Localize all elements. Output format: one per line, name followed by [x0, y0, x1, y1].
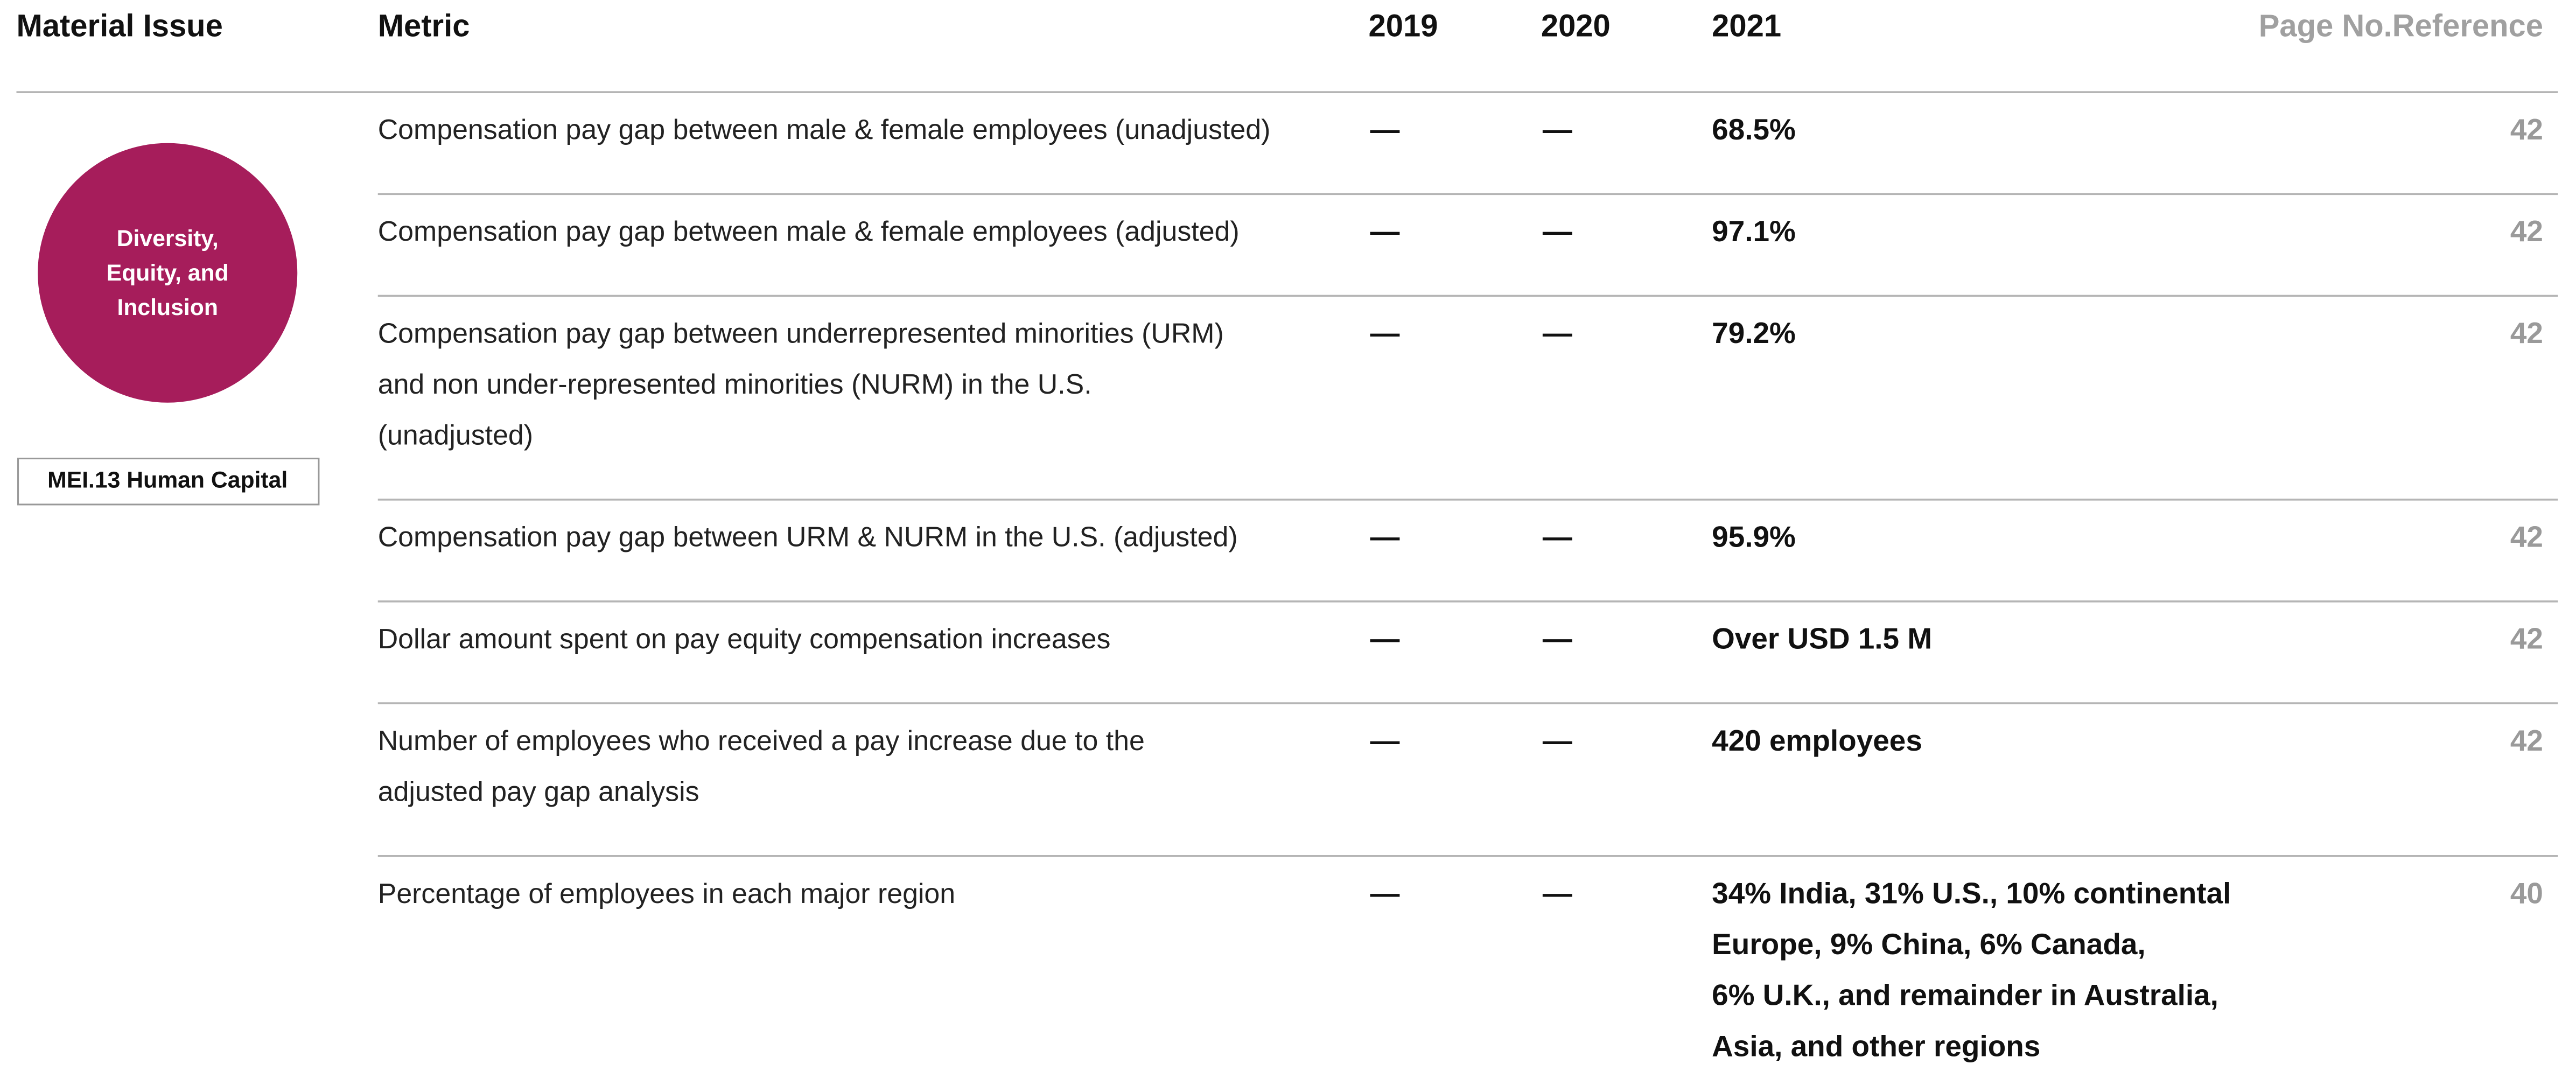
value-2021: Over USD 1.5 M — [1712, 622, 1932, 655]
value-2021: 420 employees — [1712, 724, 1922, 757]
value-2021: 68.5% — [1712, 113, 1796, 146]
column-header: Metric — [378, 9, 470, 43]
issue-code: MEI.13 Human Capital — [47, 467, 288, 493]
value-2020: — — [1543, 316, 1572, 349]
code-box — [17, 457, 320, 506]
value-2021: 34% India, 31% U.S., 10% continental — [1712, 877, 2231, 910]
value-2021: 79.2% — [1712, 316, 1796, 349]
value-2020: — — [1543, 520, 1572, 554]
value-2020: — — [1543, 724, 1572, 757]
value-2021: Europe, 9% China, 6% Canada, — [1712, 927, 2145, 961]
value-2019: — — [1370, 316, 1400, 349]
issue-badge — [38, 143, 298, 403]
metric: adjusted pay gap analysis — [378, 776, 699, 807]
page-ref: 42 — [2510, 316, 2543, 349]
value-2021: 97.1% — [1712, 214, 1796, 248]
column-header: 2020 — [1541, 9, 1611, 43]
metric: Compensation pay gap between underrepres… — [378, 317, 1224, 348]
issue-label: Inclusion — [117, 295, 218, 320]
metric: Dollar amount spent on pay equity compen… — [378, 623, 1111, 654]
metric: and non under-represented minorities (NU… — [378, 368, 1092, 400]
column-header: Material Issue — [17, 9, 223, 43]
metric: (unadjusted) — [378, 419, 533, 451]
issue-label: Diversity, — [117, 226, 219, 251]
value-2019: — — [1370, 520, 1400, 554]
page-ref: 42 — [2510, 724, 2543, 757]
page-ref: 42 — [2510, 113, 2543, 146]
page-ref: 42 — [2510, 520, 2543, 554]
value-2020: — — [1543, 113, 1572, 146]
value-2019: — — [1370, 724, 1400, 757]
page-ref: 42 — [2510, 622, 2543, 655]
column-header: 2021 — [1712, 9, 1781, 43]
metric: Number of employees who received a pay i… — [378, 725, 1145, 756]
issue-label: Equity, and — [107, 260, 229, 286]
page-ref: 42 — [2510, 214, 2543, 248]
value-2021: Asia, and other regions — [1712, 1029, 2040, 1062]
metric: Compensation pay gap between URM & NURM … — [378, 521, 1238, 552]
value-2020: — — [1543, 877, 1572, 910]
value-2020: — — [1543, 622, 1572, 655]
value-2021: 95.9% — [1712, 520, 1796, 554]
value-2019: — — [1370, 622, 1400, 655]
page-ref: 40 — [2510, 877, 2543, 910]
column-header: 2019 — [1369, 9, 1438, 43]
value-2019: — — [1370, 214, 1400, 248]
value-2019: — — [1370, 877, 1400, 910]
metric: Compensation pay gap between male & fema… — [378, 215, 1240, 247]
value-2019: — — [1370, 113, 1400, 146]
column-header: Page No.Reference — [2259, 9, 2543, 43]
value-2021: 6% U.K., and remainder in Australia, — [1712, 978, 2218, 1012]
value-2020: — — [1543, 214, 1572, 248]
metric: Compensation pay gap between male & fema… — [378, 114, 1271, 145]
metric: Percentage of employees in each major re… — [378, 878, 955, 909]
